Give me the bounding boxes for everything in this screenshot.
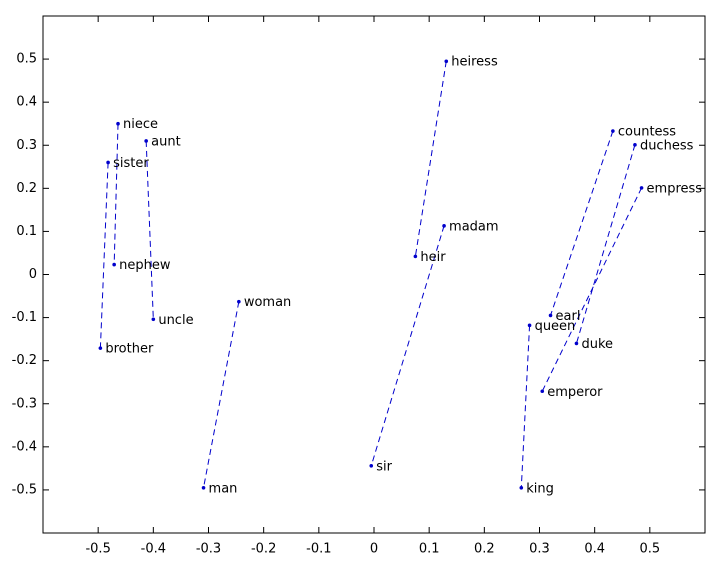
y-tick-label: -0.2	[12, 353, 37, 368]
point-label: niece	[123, 117, 158, 132]
point	[639, 186, 644, 190]
point	[413, 254, 418, 259]
point	[540, 389, 545, 394]
point-label: king	[526, 481, 554, 496]
point	[106, 160, 110, 165]
pair-link	[414, 61, 447, 257]
x-tick-label: -0.1	[306, 542, 331, 557]
pair-link	[575, 144, 636, 344]
point-label: woman	[244, 295, 291, 310]
x-tick-label: -0.5	[85, 542, 110, 557]
x-tick-label: 0	[370, 542, 378, 557]
point	[116, 121, 120, 126]
point-label: uncle	[158, 313, 193, 328]
pair-link	[203, 301, 240, 488]
point-label: earl	[556, 309, 581, 324]
y-tick-label: 0.1	[16, 224, 37, 239]
point-label: empress	[647, 181, 703, 196]
point	[574, 341, 579, 346]
x-tick-label: -0.3	[196, 542, 221, 557]
point	[98, 346, 103, 350]
point	[519, 485, 524, 490]
y-tick-label: 0.3	[16, 138, 37, 153]
y-tick-label: 0.4	[16, 95, 37, 110]
point-label: sir	[376, 459, 392, 474]
y-tick-label: 0.5	[16, 52, 37, 67]
point-label: countess	[618, 125, 676, 140]
point	[611, 129, 615, 133]
point-label: nephew	[119, 258, 171, 273]
point-label: sister	[113, 156, 149, 171]
point	[633, 143, 637, 147]
y-tick-label: 0.2	[16, 181, 37, 196]
point	[237, 299, 241, 304]
y-tick-label: -0.1	[12, 310, 37, 325]
pair-link	[99, 162, 109, 349]
point	[112, 262, 116, 267]
x-tick-label: 0.2	[474, 542, 495, 557]
point	[444, 59, 449, 64]
point	[548, 313, 553, 318]
point-label: man	[209, 481, 238, 496]
y-tick-label: -0.5	[12, 482, 37, 497]
point	[144, 139, 148, 143]
point-label: madam	[449, 219, 499, 234]
point	[201, 485, 206, 490]
y-tick-label: 0	[29, 267, 37, 282]
pair-link	[520, 325, 531, 488]
point	[369, 463, 374, 468]
y-tick-label: -0.3	[12, 396, 37, 411]
x-tick-label: 0.4	[584, 542, 605, 557]
x-tick-label: 0.5	[639, 542, 660, 557]
point	[151, 317, 156, 322]
point-label: aunt	[151, 134, 181, 149]
point	[527, 323, 532, 328]
point-label: emperor	[547, 385, 603, 400]
pair-link	[113, 123, 119, 265]
x-tick-label: -0.4	[141, 542, 166, 557]
pair-link	[370, 225, 445, 466]
point-label: heir	[420, 250, 446, 265]
y-tick-label: -0.4	[12, 439, 37, 454]
point-label: queen	[535, 319, 576, 334]
point-label: heiress	[451, 55, 498, 70]
x-tick-label: -0.2	[251, 542, 276, 557]
point	[442, 224, 446, 228]
pair-link	[550, 130, 614, 316]
pair-link	[541, 187, 643, 392]
point-label: duke	[581, 337, 613, 352]
x-tick-label: 0.1	[419, 542, 440, 557]
x-tick-label: 0.3	[529, 542, 550, 557]
point-label: duchess	[640, 138, 694, 153]
point-label: brother	[105, 342, 154, 357]
